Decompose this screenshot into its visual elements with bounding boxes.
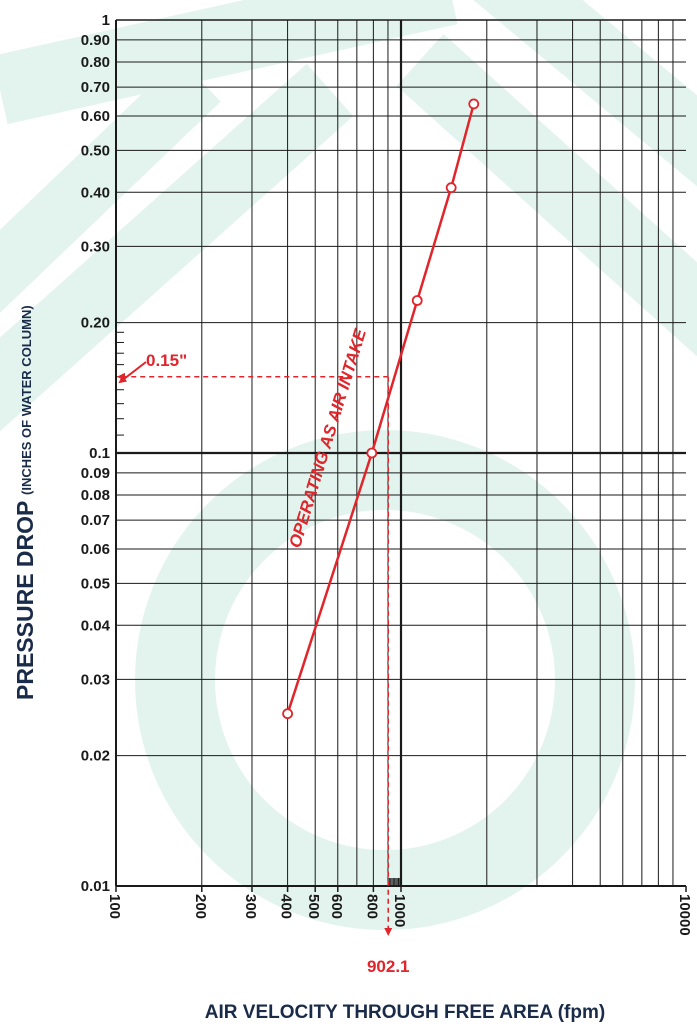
data-point (282, 708, 293, 720)
y-tick-label: 0.80 (81, 54, 110, 71)
x-tick-label: 600 (328, 894, 345, 919)
y-tick-label: 0.30 (81, 238, 110, 255)
y-tick-label: 0.04 (81, 617, 111, 634)
data-point (411, 295, 423, 306)
y-tick-label: 0.09 (81, 465, 110, 482)
data-point (366, 447, 378, 459)
chart-grid (115, 19, 686, 887)
y-tick-label: 0.60 (81, 108, 110, 125)
y-tick-label: 0.05 (81, 575, 110, 592)
y-tick-label: 0.90 (81, 32, 110, 49)
y-tick-label: 0.02 (81, 748, 110, 765)
y-tick-label: 0.70 (81, 79, 110, 96)
x-tick-label: 200 (192, 894, 209, 919)
y-axis-subtitle: (INCHES OF WATER COLUMN) (19, 305, 34, 495)
x-tick-labels: 100 200 300 400 500 600 800 1000 10000 (106, 886, 693, 936)
annotation-x-label: 902.1 (367, 957, 410, 976)
y-tick-labels: 1 0.90 0.80 0.70 0.60 0.50 0.40 0.30 0.20 0.1 0.09… (81, 12, 111, 895)
y-axis-title: PRESSURE DROP (12, 501, 38, 700)
y-tick-label: 0.01 (81, 878, 110, 895)
annotation-group: 0.15" 902.1 (117, 351, 410, 976)
y-tick-label: 0.03 (81, 671, 110, 688)
x-tick-label: 800 (363, 894, 380, 919)
x-tick-label: 10000 (676, 894, 693, 936)
y-tick-label: 0.06 (81, 541, 110, 558)
annotation-y-label: 0.15" (146, 351, 187, 370)
y-tick-label: 0.50 (81, 142, 110, 159)
x-tick-label: 1000 (391, 894, 408, 927)
data-point (445, 182, 457, 194)
y-tick-label: 0.07 (81, 512, 110, 529)
y-tick-label: 0.08 (81, 487, 110, 504)
y-tick-label: 0.1 (89, 445, 110, 462)
y-tick-label: 1 (102, 12, 110, 29)
annotation-y-pointer (118, 361, 147, 384)
y-tick-label: 0.20 (81, 315, 110, 332)
y-tick-label: 0.40 (81, 184, 110, 201)
x-tick-label: 500 (305, 894, 322, 919)
x-axis-title: AIR VELOCITY THROUGH FREE AREA (fpm) (205, 1002, 605, 1023)
x-tick-label: 400 (278, 894, 295, 919)
data-point (468, 98, 480, 110)
x-tick-label: 100 (106, 894, 123, 919)
x-tick-label: 300 (242, 894, 259, 919)
